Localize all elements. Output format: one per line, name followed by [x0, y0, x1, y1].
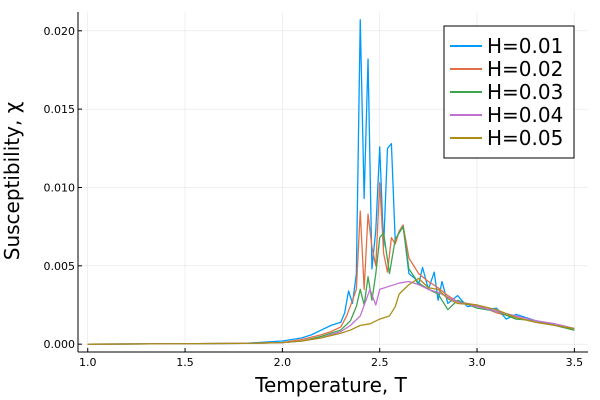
x-tick-label: 3.5: [566, 356, 584, 369]
y-tick-label: 0.015: [44, 103, 76, 116]
y-tick-label: 0.020: [44, 25, 76, 38]
y-tick-label: 0.010: [44, 181, 76, 194]
axes: [77, 12, 588, 353]
x-tick-label: 3.0: [468, 356, 486, 369]
x-tick-label: 2.0: [274, 356, 292, 369]
legend-label: H=0.04: [487, 103, 563, 127]
legend: H=0.01H=0.02H=0.03H=0.04H=0.05: [443, 25, 575, 159]
series-layer: [87, 19, 575, 345]
legend-label: H=0.05: [487, 126, 563, 150]
x-tick-label: 1.5: [176, 356, 194, 369]
legend-label: H=0.02: [487, 57, 563, 81]
legend-label: H=0.03: [487, 80, 563, 104]
y-tick-label: 0.000: [44, 338, 76, 351]
x-tick-label: 1.0: [79, 356, 97, 369]
series-line-2: [87, 182, 575, 345]
y-tick-label: 0.005: [44, 260, 76, 273]
series-line-3: [87, 225, 575, 345]
x-tick-label: 2.5: [371, 356, 389, 369]
x-axis-title: Temperature, T: [254, 373, 407, 397]
legend-label: H=0.01: [487, 34, 563, 58]
tick-labels: 1.0 1.5 2.0 2.5 3.0 3.5 0.000 0.005 0.010 0.015 0.…: [44, 25, 584, 369]
series-line-5: [87, 277, 575, 345]
y-axis-title: Susceptibility, χ: [0, 102, 24, 261]
